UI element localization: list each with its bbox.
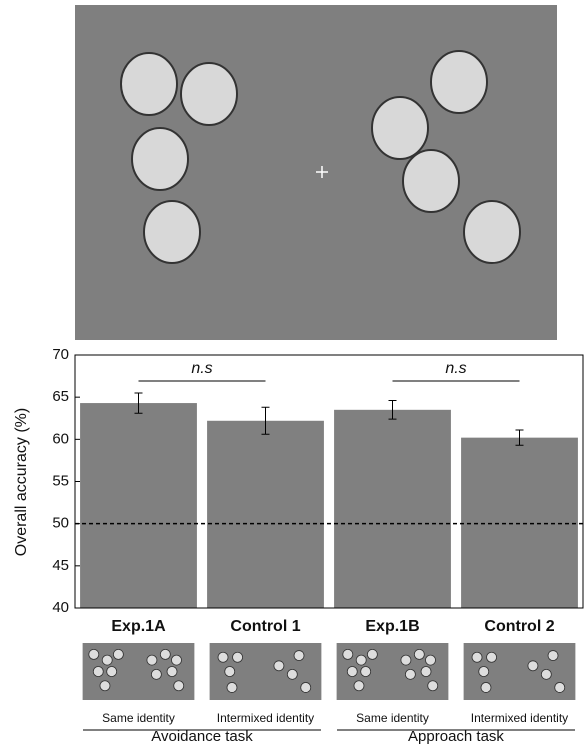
thumbnail-face bbox=[353, 680, 365, 692]
thumbnail-face bbox=[112, 649, 124, 660]
thumbnail-face bbox=[273, 660, 285, 672]
y-tick-label: 45 bbox=[52, 557, 69, 574]
bar bbox=[80, 403, 197, 608]
thumbnail-face bbox=[232, 651, 243, 663]
thumbnail-face bbox=[404, 668, 416, 680]
thumbnail-face bbox=[480, 682, 492, 693]
sublabel: Same identity bbox=[356, 711, 429, 725]
plot-frame bbox=[74, 354, 584, 609]
faces bbox=[120, 50, 521, 264]
bar bbox=[207, 420, 324, 608]
thumbnail-face bbox=[400, 654, 412, 666]
annotation: n.s bbox=[191, 360, 212, 377]
bar bbox=[461, 437, 578, 608]
thumbnail-face bbox=[360, 666, 372, 677]
x-tick-label: Control 2 bbox=[484, 618, 554, 635]
y-tick-label: 65 bbox=[52, 388, 69, 405]
thumbnail-face bbox=[420, 666, 432, 677]
sublabel: Intermixed identity bbox=[471, 711, 568, 725]
error-bar bbox=[388, 400, 397, 420]
bar bbox=[334, 409, 451, 608]
thumbnail-face bbox=[547, 650, 559, 661]
thumbnail-face bbox=[427, 680, 439, 692]
group-label: Avoidance task bbox=[151, 728, 253, 744]
stimulus-panel bbox=[75, 5, 557, 340]
thumbnail-face bbox=[540, 668, 552, 680]
y-tick-label: 40 bbox=[52, 599, 69, 616]
error-bar bbox=[515, 429, 524, 446]
thumbnail-face bbox=[478, 666, 490, 677]
thumbnail-face bbox=[159, 649, 171, 660]
x-tick-label: Exp.1A bbox=[111, 618, 166, 635]
y-tick-label: 55 bbox=[52, 472, 69, 489]
error-bar bbox=[134, 392, 143, 414]
y-axis-label: Overall accuracy (%) bbox=[13, 408, 30, 556]
thumbnail-face bbox=[413, 649, 425, 660]
x-tick-label: Exp.1B bbox=[365, 618, 419, 635]
thumbnail-face bbox=[173, 680, 185, 692]
thumbnail-face bbox=[92, 666, 104, 677]
y-tick-label: 50 bbox=[52, 515, 69, 532]
thumbnail-face bbox=[146, 654, 158, 666]
thumbnail-face bbox=[342, 649, 354, 660]
x-tick-label: Control 1 bbox=[230, 618, 300, 635]
y-tick-label: 60 bbox=[52, 430, 69, 447]
thumbnail-face bbox=[293, 650, 305, 661]
thumbnail-face bbox=[286, 668, 298, 680]
thumbnail-face bbox=[346, 666, 358, 677]
y-tick-label: 70 bbox=[52, 346, 69, 363]
error-bar bbox=[261, 406, 270, 435]
thumbnail-face bbox=[99, 680, 111, 692]
thumbnail-face bbox=[425, 654, 436, 666]
thumbnail-face bbox=[171, 654, 182, 666]
thumbnail-face bbox=[366, 649, 378, 660]
thumbnail-face bbox=[217, 651, 229, 663]
thumbnail-face bbox=[300, 682, 312, 693]
thumbnail-face bbox=[101, 654, 113, 666]
thumbnail-face bbox=[554, 682, 566, 693]
thumbnail-face bbox=[166, 666, 178, 677]
thumbnail-face bbox=[471, 651, 483, 663]
thumbnail-face bbox=[486, 651, 497, 663]
fixation-cross bbox=[316, 166, 328, 178]
thumbnail-face bbox=[150, 668, 162, 680]
thumbnail-face bbox=[88, 649, 100, 660]
thumbnail-face bbox=[226, 682, 238, 693]
thumbnail-face bbox=[106, 666, 118, 677]
thumbnail-face bbox=[355, 654, 367, 666]
annotation: n.s bbox=[445, 360, 466, 377]
sublabel: Intermixed identity bbox=[217, 711, 314, 725]
group-label: Approach task bbox=[408, 728, 504, 744]
thumbnail-face bbox=[224, 666, 236, 677]
sublabel: Same identity bbox=[102, 711, 175, 725]
thumbnail-face bbox=[527, 660, 539, 672]
